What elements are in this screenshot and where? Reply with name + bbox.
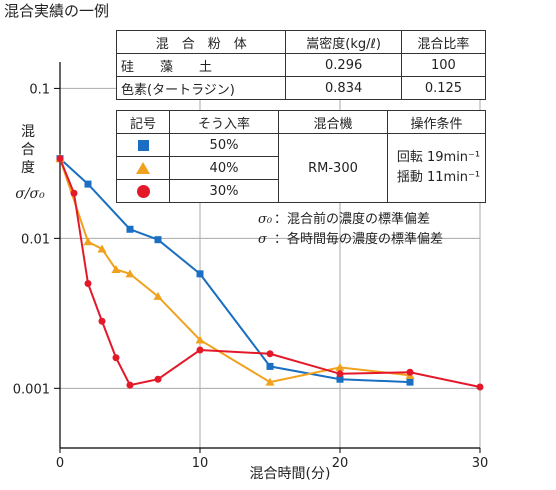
material-name: 硅 藻 土	[115, 53, 287, 77]
data-point	[153, 291, 163, 300]
insert-rate: 40%	[169, 156, 279, 180]
note-symbol: σ	[258, 232, 267, 247]
table-row: 色素(タートラジン) 0.834 0.125	[115, 76, 487, 100]
series-layer	[55, 154, 484, 391]
y-tick-label: 0.1	[29, 82, 50, 97]
table-row: 50% RM-300 回転 19min⁻¹ 揺動 11min⁻¹	[116, 133, 486, 203]
note-text: ：各時間毎の濃度の標準偏差	[274, 232, 444, 247]
data-point	[112, 354, 120, 362]
data-point	[196, 346, 204, 354]
materials-header-row: 混 合 粉 体 嵩密度(kg/ℓ) 混合比率	[115, 30, 487, 54]
conditions-table: 記号 そう入率 混合機 操作条件 50% RM-300 回転 19min⁻¹ 揺…	[116, 110, 486, 203]
header-operating-conditions: 操作条件	[387, 110, 486, 134]
data-point	[476, 383, 484, 391]
material-ratio: 100	[400, 53, 487, 77]
condition-swing: 揺動 11min⁻¹	[396, 170, 481, 185]
data-point	[84, 280, 92, 288]
data-point	[154, 236, 162, 244]
note-text: ：混合前の濃度の標準偏差	[274, 212, 431, 227]
series-line	[59, 157, 411, 384]
x-tick-label: 10	[192, 456, 209, 471]
legend-marker-cell	[116, 179, 170, 203]
data-point	[126, 225, 134, 233]
legend-marker-cell	[116, 133, 170, 157]
condition-rotation: 回転 19min⁻¹	[396, 150, 481, 165]
operating-conditions: 回転 19min⁻¹ 揺動 11min⁻¹	[387, 133, 486, 203]
x-axis-label: 混合時間(分)	[250, 466, 331, 482]
data-point	[335, 362, 345, 371]
data-point	[195, 335, 205, 344]
orange-triangle-icon	[136, 162, 150, 174]
y-axis-label: 混合度 σ/σ₀	[15, 124, 45, 202]
note-sigma: σ ：各時間毎の濃度の標準偏差	[258, 230, 443, 250]
data-point	[336, 370, 344, 378]
header-mixer: 混合機	[278, 110, 388, 134]
insert-rate: 50%	[169, 133, 279, 157]
red-circle-icon	[136, 184, 150, 198]
x-tick-label: 20	[332, 456, 349, 471]
axes: 0.1 0.01 0.001 0 10 20 30	[13, 62, 488, 471]
data-point	[266, 362, 274, 370]
header-powder: 混 合 粉 体	[115, 30, 287, 54]
data-point	[84, 180, 92, 188]
data-point	[56, 155, 64, 163]
data-point	[98, 317, 106, 325]
data-point	[126, 381, 134, 389]
data-point	[265, 377, 275, 386]
data-point	[336, 375, 344, 383]
data-point	[154, 375, 162, 383]
material-density: 0.834	[285, 76, 402, 100]
data-point	[406, 368, 414, 376]
data-point	[83, 237, 93, 246]
insert-rate: 30%	[169, 179, 279, 203]
notes: σ₀ ：混合前の濃度の標準偏差 σ ：各時間毎の濃度の標準偏差	[258, 210, 443, 250]
data-point	[266, 350, 274, 358]
table-row: 硅 藻 土 0.296 100	[115, 53, 487, 77]
material-density: 0.296	[285, 53, 402, 77]
x-tick-label: 30	[472, 456, 489, 471]
data-point	[406, 378, 414, 386]
x-tick-label: 0	[56, 456, 64, 471]
mixer-model: RM-300	[278, 133, 388, 203]
conditions-header-row: 記号 そう入率 混合機 操作条件	[116, 110, 486, 134]
y-tick-label: 0.001	[13, 382, 50, 397]
note-sigma0: σ₀ ：混合前の濃度の標準偏差	[258, 210, 443, 230]
material-ratio: 0.125	[400, 76, 487, 100]
table-row: 40%	[116, 156, 486, 180]
series-line	[59, 158, 481, 389]
data-point	[70, 189, 78, 197]
data-point	[111, 264, 121, 273]
material-name: 色素(タートラジン)	[115, 76, 287, 100]
header-bulk-density: 嵩密度(kg/ℓ)	[285, 30, 402, 54]
table-row: 30%	[116, 179, 486, 203]
series-line	[59, 158, 411, 384]
header-insert-rate: そう入率	[169, 110, 279, 134]
header-mix-ratio: 混合比率	[400, 30, 487, 54]
page-title: 混合実績の一例	[4, 2, 110, 20]
data-point	[125, 269, 135, 278]
note-symbol: σ₀	[258, 212, 273, 227]
legend-marker-cell	[116, 156, 170, 180]
data-point	[196, 270, 204, 278]
materials-table: 混 合 粉 体 嵩密度(kg/ℓ) 混合比率 硅 藻 土 0.296 100 色…	[115, 30, 487, 100]
data-point	[97, 244, 107, 253]
header-symbol: 記号	[116, 110, 170, 134]
blue-square-icon	[137, 139, 149, 151]
y-tick-label: 0.01	[21, 232, 50, 247]
